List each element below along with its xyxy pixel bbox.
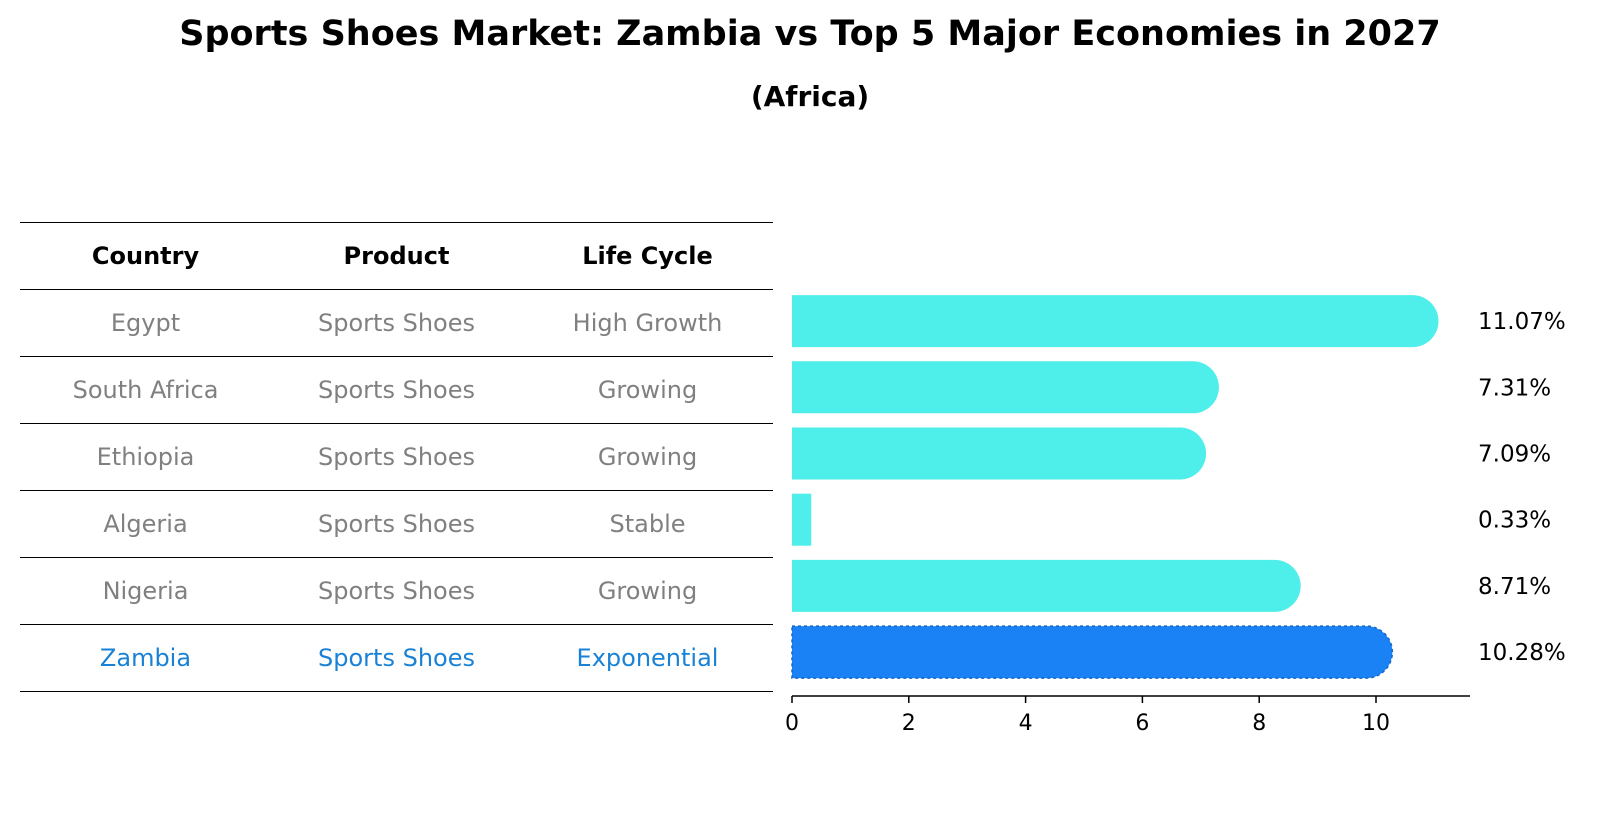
bar-egypt bbox=[792, 295, 1439, 348]
x-tick-label: 8 bbox=[1252, 711, 1266, 736]
x-tick-label: 4 bbox=[1019, 711, 1033, 736]
bar-nigeria bbox=[792, 559, 1301, 612]
country-cell: South Africa bbox=[72, 376, 219, 404]
table-row-highlight: Zambia Sports Shoes Exponential bbox=[20, 624, 773, 692]
x-tick-label: 2 bbox=[902, 711, 916, 736]
value-label: 10.28% bbox=[1478, 640, 1566, 666]
value-label: 7.09% bbox=[1478, 442, 1551, 468]
country-cell: Ethiopia bbox=[96, 443, 195, 471]
header-product: Product bbox=[343, 242, 450, 270]
product-cell: Sports Shoes bbox=[318, 644, 475, 672]
value-label: 0.33% bbox=[1478, 508, 1551, 534]
country-cell: Zambia bbox=[99, 644, 192, 672]
table-row: Ethiopia Sports Shoes Growing bbox=[20, 423, 773, 490]
product-cell: Sports Shoes bbox=[318, 510, 475, 538]
product-cell: Sports Shoes bbox=[318, 376, 475, 404]
x-tick-label: 0 bbox=[785, 711, 799, 736]
bar-zambia bbox=[791, 625, 1394, 679]
product-cell: Sports Shoes bbox=[318, 577, 475, 605]
product-cell: Sports Shoes bbox=[318, 309, 475, 337]
x-tick-label: 10 bbox=[1362, 711, 1390, 736]
x-tick-label: 6 bbox=[1135, 711, 1149, 736]
life-cycle-cell: Stable bbox=[609, 510, 686, 538]
header-life-cycle: Life Cycle bbox=[582, 242, 713, 270]
life-cycle-cell: Exponential bbox=[576, 644, 719, 672]
value-label: 8.71% bbox=[1478, 574, 1551, 600]
table-header-row: Country Product Life Cycle bbox=[20, 222, 773, 289]
country-cell: Algeria bbox=[103, 510, 188, 538]
life-cycle-cell: Growing bbox=[597, 376, 698, 404]
life-cycle-cell: High Growth bbox=[572, 309, 723, 337]
country-cell: Egypt bbox=[110, 309, 181, 337]
market-table: Country Product Life Cycle Egypt Sports … bbox=[20, 222, 773, 692]
bar-algeria bbox=[792, 493, 812, 546]
country-cell: Nigeria bbox=[102, 577, 189, 605]
value-label: 11.07% bbox=[1478, 309, 1566, 335]
chart-subtitle: (Africa) bbox=[750, 80, 870, 113]
table-row: Nigeria Sports Shoes Growing bbox=[20, 557, 773, 624]
life-cycle-cell: Growing bbox=[597, 443, 698, 471]
life-cycle-cell: Growing bbox=[597, 577, 698, 605]
chart-title: Sports Shoes Market: Zambia vs Top 5 Maj… bbox=[179, 14, 1441, 54]
product-cell: Sports Shoes bbox=[318, 443, 475, 471]
value-label: 7.31% bbox=[1478, 375, 1551, 401]
table-row: South Africa Sports Shoes Growing bbox=[20, 356, 773, 423]
table-row: Egypt Sports Shoes High Growth bbox=[20, 289, 773, 356]
table-row: Algeria Sports Shoes Stable bbox=[20, 490, 773, 557]
header-country: Country bbox=[91, 242, 200, 270]
bar-ethiopia bbox=[792, 427, 1207, 480]
bar-south-africa bbox=[792, 361, 1219, 414]
